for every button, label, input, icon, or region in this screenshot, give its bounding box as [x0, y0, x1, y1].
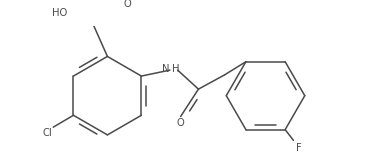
Text: F: F	[296, 143, 302, 153]
Text: HO: HO	[52, 8, 68, 18]
Text: O: O	[123, 0, 131, 9]
Text: H: H	[172, 64, 180, 74]
Text: N: N	[162, 64, 169, 74]
Text: Cl: Cl	[42, 128, 52, 138]
Text: O: O	[176, 118, 184, 128]
